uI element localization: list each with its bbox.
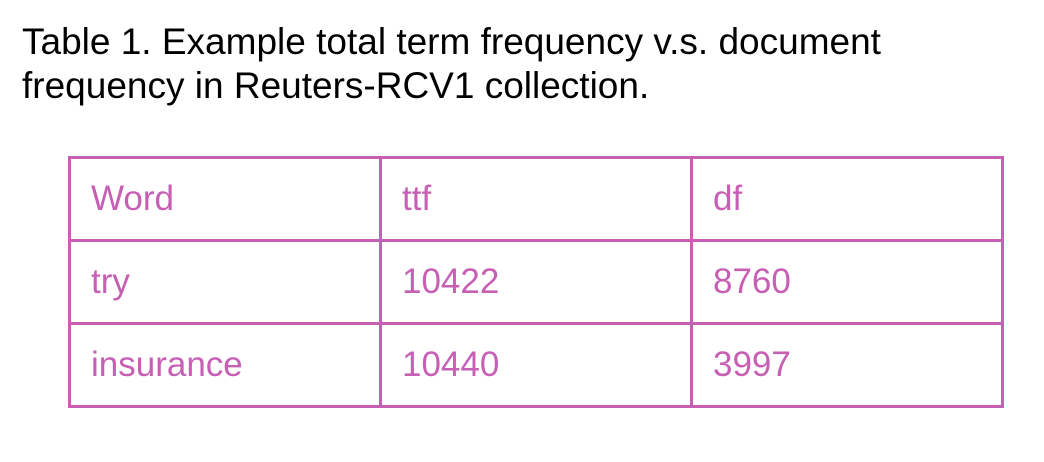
table-row: try 10422 8760 [68,239,1004,325]
caption-line-1: Table 1. Example total term frequency v.… [22,21,881,62]
caption-line-2: frequency in Reuters-RCV1 collection. [22,65,650,106]
table-header-row: Word ttf df [68,156,1004,242]
cell-ttf: 10440 [379,322,693,408]
cell-word: try [68,239,382,325]
cell-ttf: 10422 [379,239,693,325]
cell-df: 3997 [690,322,1004,408]
header-word: Word [68,156,382,242]
cell-word: insurance [68,322,382,408]
frequency-table: Word ttf df try 10422 8760 insurance 104… [68,156,1004,408]
header-df: df [690,156,1004,242]
table-row: insurance 10440 3997 [68,322,1004,408]
header-ttf: ttf [379,156,693,242]
cell-df: 8760 [690,239,1004,325]
table-caption: Table 1. Example total term frequency v.… [22,20,1032,108]
